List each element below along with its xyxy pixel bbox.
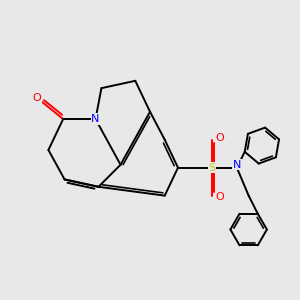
Text: O: O: [216, 192, 224, 202]
Text: O: O: [216, 133, 224, 143]
Text: S: S: [208, 163, 215, 173]
Text: N: N: [91, 114, 100, 124]
Text: N: N: [233, 160, 241, 170]
Text: O: O: [33, 94, 42, 103]
